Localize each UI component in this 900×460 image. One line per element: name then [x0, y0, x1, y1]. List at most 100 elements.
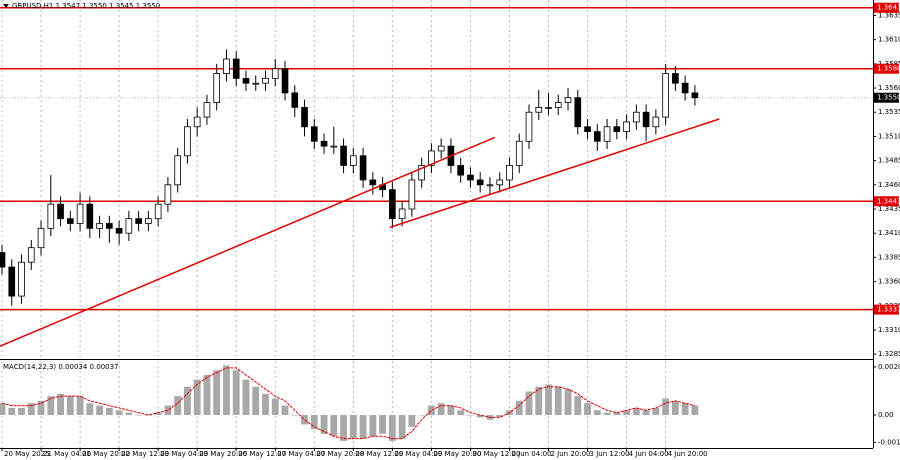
macd-bar: [496, 415, 504, 418]
candle-body: [545, 107, 552, 109]
x-tick-label: 23 May 20:00: [199, 450, 247, 458]
macd-bar: [47, 396, 55, 416]
candle-body: [359, 155, 367, 181]
macd-bar: [27, 403, 35, 416]
macd-bar: [76, 396, 84, 416]
candle-body: [672, 73, 679, 84]
x-tick-label: 29 May 04:00: [394, 450, 442, 458]
candle-body: [135, 218, 142, 224]
x-tick-label: 21 May 04:00: [43, 450, 91, 458]
macd-bar: [223, 365, 230, 416]
macd-bar: [427, 405, 435, 416]
macd-bar: [125, 412, 133, 416]
y-tick-label: 1.3535: [878, 108, 900, 116]
candle-body: [271, 68, 279, 79]
macd-bar: [310, 415, 318, 430]
y-tick-label: 1.3385: [878, 253, 900, 261]
candle-body: [57, 203, 64, 220]
candle-body: [681, 82, 689, 94]
candle-body: [310, 126, 318, 142]
candle-body: [486, 184, 494, 187]
candle-body: [174, 155, 181, 186]
x-tick-label: 27 May 04:00: [277, 450, 325, 458]
candle-body: [554, 102, 562, 108]
macd-bar: [340, 415, 347, 441]
candle-body: [457, 165, 465, 176]
x-tick-label: 21 May 20:00: [82, 450, 130, 458]
candle-body: [369, 179, 377, 186]
macd-bar: [174, 396, 182, 416]
y-tick-label: 1.3285: [878, 350, 900, 358]
x-tick-label: 27 May 20:00: [316, 450, 364, 458]
current-price-label: 1.3550: [877, 94, 900, 102]
candle-body: [37, 227, 45, 249]
macd-bar: [291, 415, 299, 416]
candle-body: [242, 77, 250, 84]
macd-bar: [135, 415, 143, 416]
x-tick-label: 20 May 2025: [4, 450, 50, 458]
macd-bar: [252, 386, 260, 416]
macd-bar: [652, 407, 660, 416]
y-tick-label: 1.3310: [878, 326, 900, 334]
macd-bar: [457, 410, 465, 416]
candle-body: [281, 68, 289, 94]
macd-bar: [584, 403, 591, 416]
macd-bar: [554, 386, 562, 416]
candle-body: [154, 203, 162, 220]
candle-body: [76, 203, 84, 224]
macd-bar: [164, 405, 172, 416]
macd-bar: [369, 415, 377, 437]
candle-body: [223, 58, 230, 74]
macd-bar: [359, 415, 367, 439]
macd-bar: [467, 415, 474, 416]
candle-body: [47, 203, 55, 229]
macd-bar: [86, 403, 94, 416]
macd-bar: [662, 398, 670, 416]
macd-bar: [105, 407, 113, 416]
level-label-box: [874, 63, 899, 74]
x-tick-label: 30 May 12:00: [472, 450, 520, 458]
macd-bar: [681, 403, 689, 416]
macd-bar: [184, 386, 191, 416]
candle-body: [320, 140, 328, 147]
candle-body: [106, 223, 113, 229]
macd-signal-line: [1, 367, 696, 440]
macd-bar: [535, 386, 543, 416]
candle-body: [330, 145, 338, 148]
level-label: 1.3580: [877, 65, 900, 73]
candle-body: [96, 223, 103, 229]
y-tick-label: 1.3510: [878, 132, 900, 140]
y-tick-label: 0.00204: [878, 363, 900, 371]
y-tick-label: 1.3435: [878, 205, 900, 213]
candle-body: [418, 165, 425, 181]
macd-bar: [330, 415, 338, 437]
macd-bar: [349, 415, 357, 439]
candle-body: [574, 97, 582, 128]
level-label: 1.3643: [877, 4, 900, 12]
candle-body: [662, 73, 669, 118]
x-tick-label: 4 Jun 20:00: [668, 450, 708, 458]
macd-bar: [515, 400, 523, 416]
macd-bar: [691, 405, 699, 416]
macd-bar: [203, 374, 211, 416]
x-tick-label: 28 May 12:00: [355, 450, 403, 458]
candle-body: [613, 126, 621, 132]
x-tick-label: 22 May 12:00: [121, 450, 169, 458]
candle-body: [623, 121, 630, 132]
candle-body: [0, 252, 6, 268]
price-panel: [0, 0, 873, 358]
macd-bar: [671, 400, 679, 416]
candle-body: [506, 165, 513, 181]
candle-body: [515, 140, 523, 166]
macd-bar: [96, 405, 104, 416]
level-label-box: [874, 196, 899, 207]
candle-body: [252, 82, 260, 85]
candle-body: [213, 73, 221, 103]
macd-bar: [623, 410, 630, 416]
x-tick-label: 3 Jun 12:00: [590, 450, 630, 458]
macd-bar: [242, 379, 250, 416]
macd-bar: [388, 415, 396, 441]
candle-body: [535, 107, 543, 113]
macd-bar: [144, 415, 152, 416]
